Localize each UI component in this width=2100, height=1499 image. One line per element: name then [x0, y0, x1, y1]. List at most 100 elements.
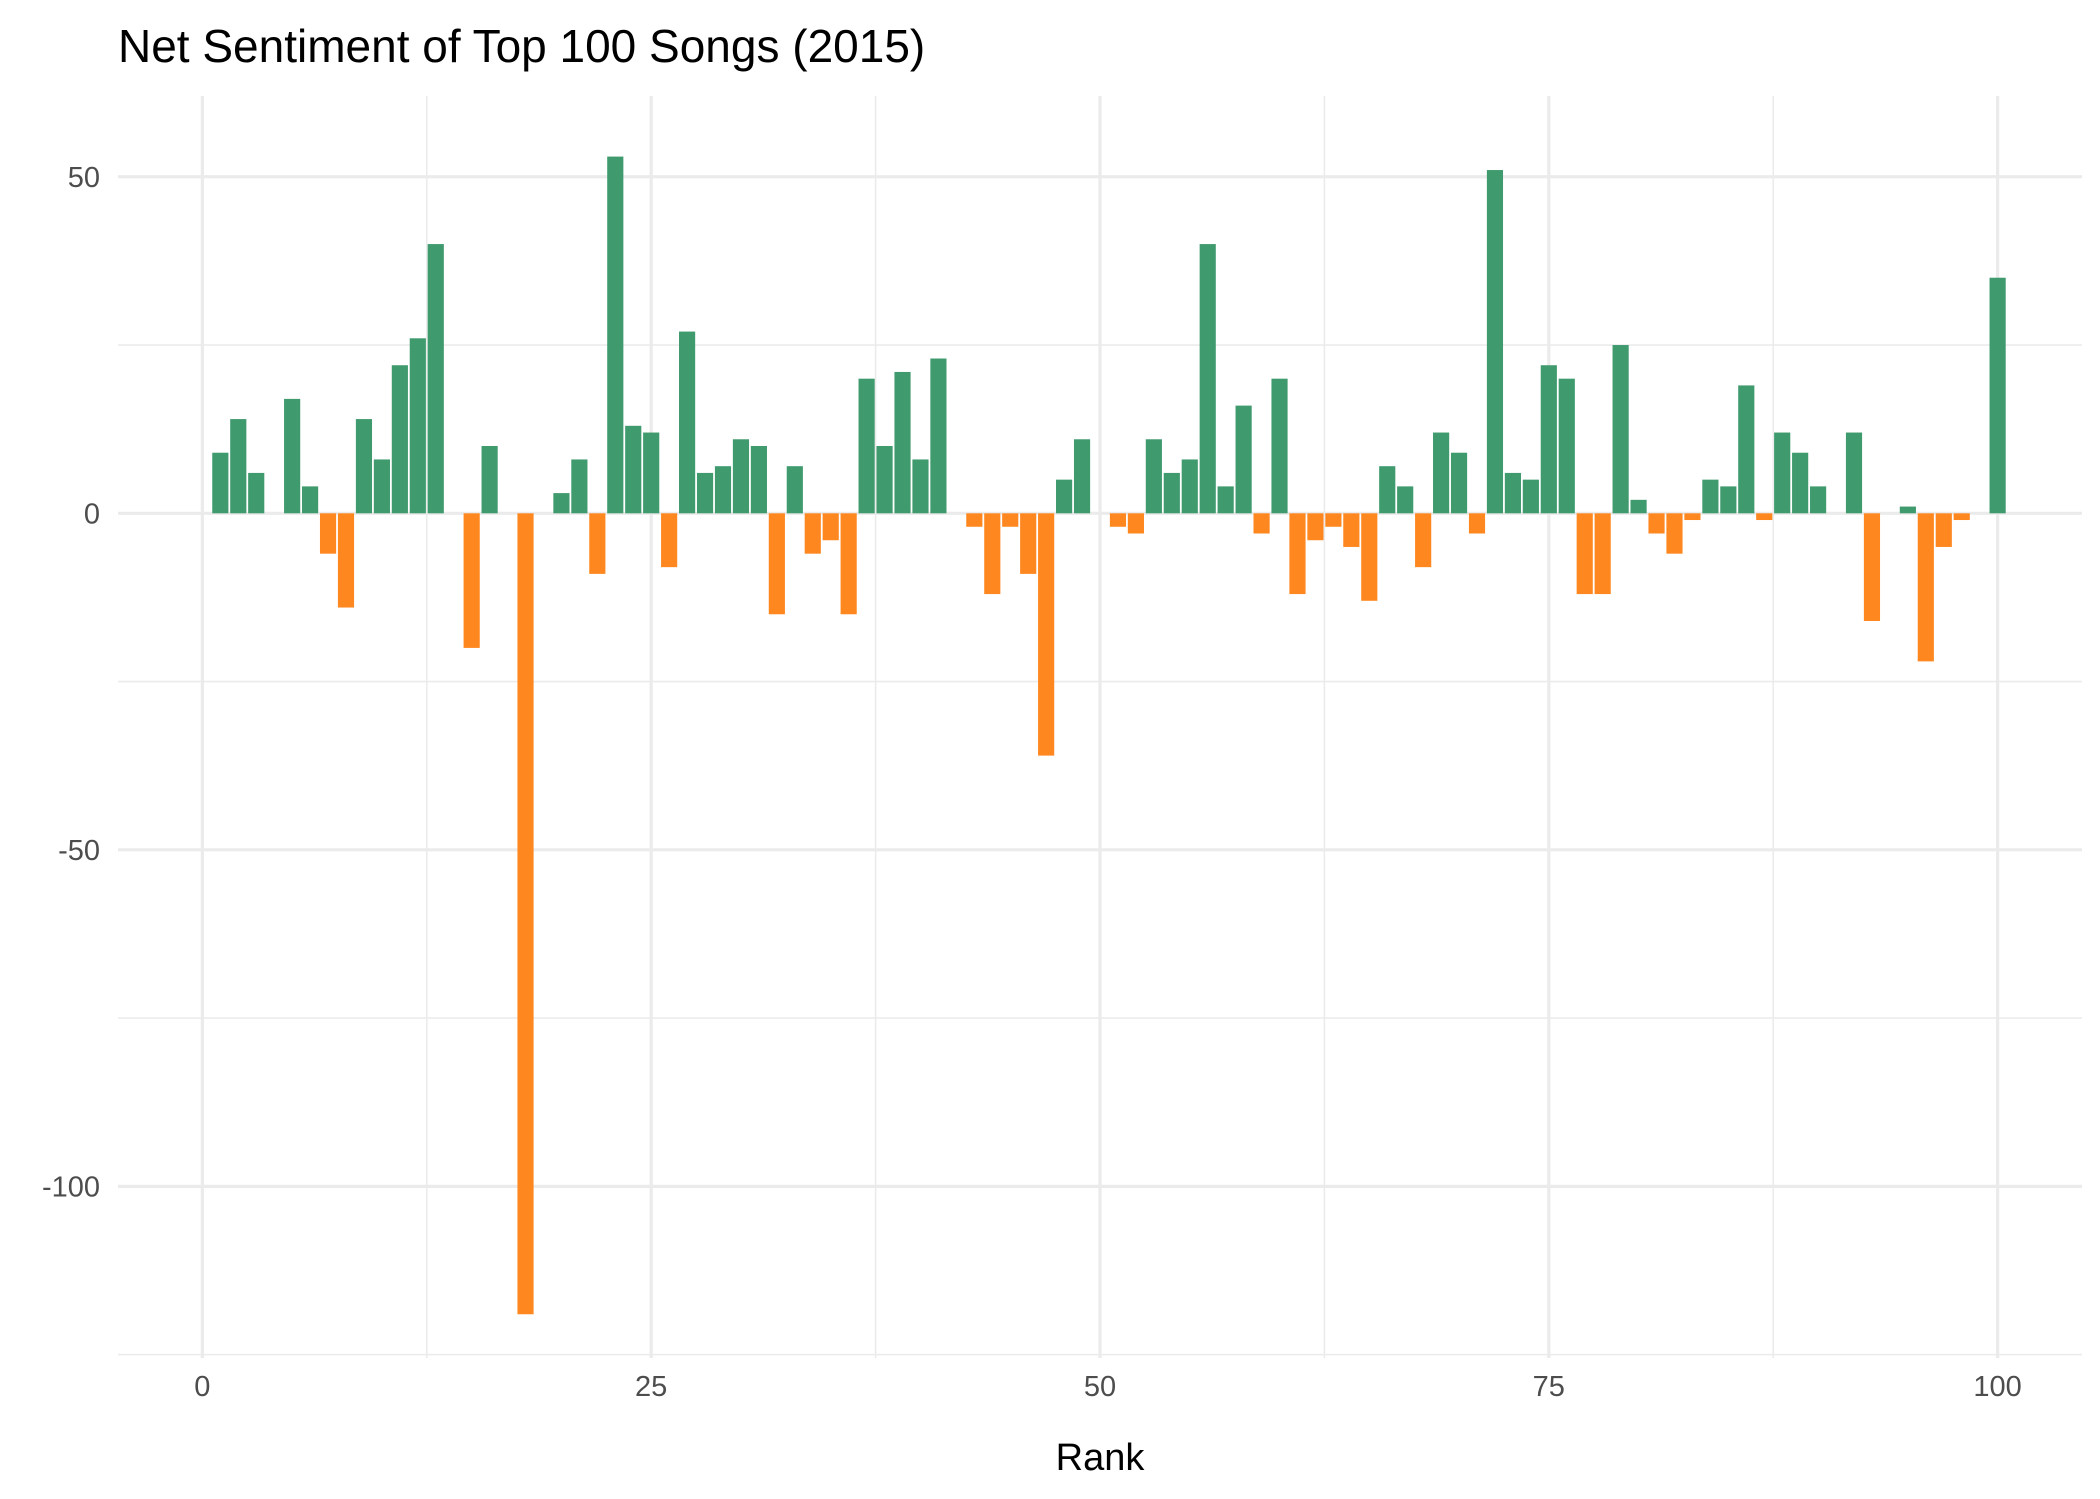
bar-rank-56 [1199, 244, 1216, 514]
bar-rank-16 [481, 445, 498, 514]
bar-rank-47 [1038, 513, 1055, 756]
bar-rank-12 [409, 338, 426, 514]
bar-rank-3 [248, 472, 265, 514]
bar-rank-24 [625, 425, 642, 514]
bar-rank-60 [1271, 378, 1288, 514]
bar-rank-98 [1953, 513, 1970, 521]
bar-rank-88 [1774, 432, 1791, 514]
bar-rank-78 [1594, 513, 1611, 595]
bar-rank-26 [661, 513, 678, 568]
bar-rank-84 [1702, 479, 1719, 514]
bar-rank-5 [284, 398, 301, 514]
bar-rank-79 [1612, 345, 1629, 514]
bar-rank-95 [1899, 506, 1916, 514]
bar-rank-33 [786, 466, 803, 514]
bar-rank-44 [984, 513, 1001, 595]
bar-rank-61 [1289, 513, 1306, 595]
bar-rank-96 [1917, 513, 1934, 662]
bar-rank-32 [768, 513, 785, 615]
bar-rank-27 [679, 331, 696, 514]
bar-rank-9 [355, 419, 373, 514]
bar-rank-54 [1163, 472, 1180, 514]
bar-rank-51 [1109, 513, 1127, 527]
bar-rank-65 [1361, 513, 1378, 601]
bar-rank-86 [1738, 385, 1755, 514]
bar-rank-69 [1433, 432, 1450, 514]
bar-rank-63 [1325, 513, 1342, 527]
bar-rank-49 [1073, 439, 1091, 514]
bar-rank-23 [607, 156, 624, 514]
bar-rank-35 [822, 513, 839, 541]
bar-rank-46 [1020, 513, 1037, 574]
bar-rank-41 [930, 358, 947, 514]
bar-rank-29 [714, 466, 732, 514]
bar-rank-58 [1235, 405, 1252, 514]
bar-rank-59 [1253, 513, 1270, 534]
bar-rank-75 [1540, 365, 1557, 514]
bar-rank-1 [212, 452, 229, 514]
bar-series [212, 156, 2006, 1315]
bar-rank-67 [1397, 486, 1414, 514]
bar-rank-39 [894, 371, 911, 514]
bar-rank-82 [1666, 513, 1683, 554]
bar-rank-62 [1307, 513, 1324, 541]
bar-rank-31 [750, 445, 767, 514]
y-tick-label: 50 [68, 162, 100, 194]
x-tick-label: 50 [1084, 1371, 1116, 1403]
chart-title: Net Sentiment of Top 100 Songs (2015) [118, 20, 925, 72]
bar-rank-72 [1486, 170, 1504, 514]
bar-rank-93 [1863, 513, 1881, 621]
x-axis-label: Rank [1056, 1437, 1146, 1479]
bar-rank-8 [337, 513, 355, 608]
bar-rank-34 [804, 513, 821, 554]
bar-rank-40 [912, 459, 929, 514]
bar-rank-57 [1217, 486, 1234, 514]
bar-rank-52 [1127, 513, 1144, 534]
bar-rank-30 [732, 439, 750, 514]
bar-rank-64 [1343, 513, 1360, 547]
bar-rank-2 [230, 419, 247, 514]
bar-rank-81 [1648, 513, 1665, 534]
bar-rank-66 [1379, 466, 1396, 514]
bar-rank-97 [1935, 513, 1952, 547]
bar-rank-76 [1558, 378, 1575, 514]
y-tick-label: -100 [42, 1171, 100, 1203]
x-tick-label: 0 [194, 1371, 210, 1403]
bar-rank-25 [643, 432, 660, 514]
bar-rank-92 [1845, 432, 1863, 514]
bar-rank-18 [517, 513, 534, 1315]
bar-rank-83 [1684, 513, 1701, 521]
bar-rank-77 [1576, 513, 1593, 595]
bar-rank-28 [696, 472, 714, 514]
x-tick-label: 25 [635, 1371, 667, 1403]
bar-rank-53 [1145, 439, 1162, 514]
x-tick-label: 75 [1533, 1371, 1565, 1403]
bar-rank-37 [858, 378, 875, 514]
bar-rank-71 [1468, 513, 1486, 534]
bar-rank-70 [1450, 452, 1468, 514]
bar-rank-11 [391, 365, 408, 514]
bar-rank-15 [463, 513, 480, 648]
bar-rank-22 [589, 513, 606, 574]
bar-rank-20 [553, 493, 570, 514]
axis-ticks: 0 25 50 75 100 50 0 -50 -100 [42, 162, 2022, 1403]
bar-rank-13 [427, 244, 444, 514]
bar-rank-48 [1056, 479, 1073, 514]
bar-rank-87 [1756, 513, 1773, 521]
bar-rank-73 [1504, 472, 1521, 514]
bar-rank-100 [1989, 277, 2006, 514]
bar-rank-55 [1181, 459, 1198, 514]
bar-rank-21 [571, 459, 588, 514]
bar-rank-90 [1810, 486, 1827, 514]
x-tick-label: 100 [1973, 1371, 2021, 1403]
bar-rank-74 [1522, 479, 1539, 514]
bar-rank-6 [302, 486, 319, 514]
bar-rank-80 [1630, 499, 1647, 514]
bar-rank-89 [1792, 452, 1809, 514]
plot-grid [118, 96, 2082, 1358]
y-tick-label: -50 [58, 835, 100, 867]
bar-rank-85 [1720, 486, 1737, 514]
bar-rank-10 [373, 459, 390, 514]
y-tick-label: 0 [84, 498, 100, 530]
